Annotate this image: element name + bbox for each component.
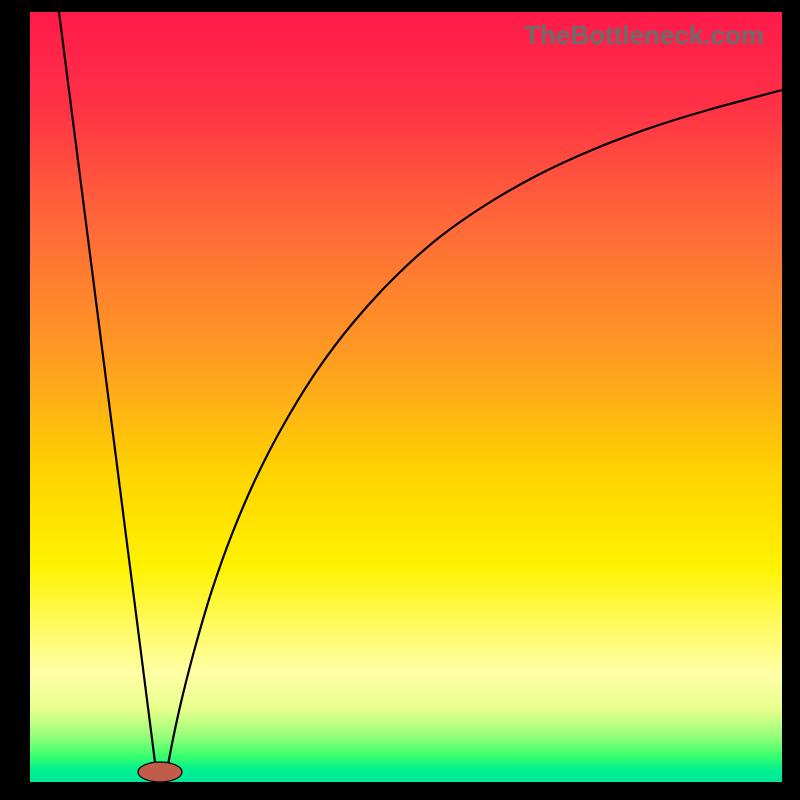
watermark-text: TheBottleneck.com [524,20,764,51]
left-curve [59,12,156,770]
right-curve [167,90,782,770]
curve-layer [30,12,782,782]
minimum-marker [138,762,182,782]
plot-area: TheBottleneck.com [30,12,782,782]
chart-container: TheBottleneck.com [0,0,800,800]
